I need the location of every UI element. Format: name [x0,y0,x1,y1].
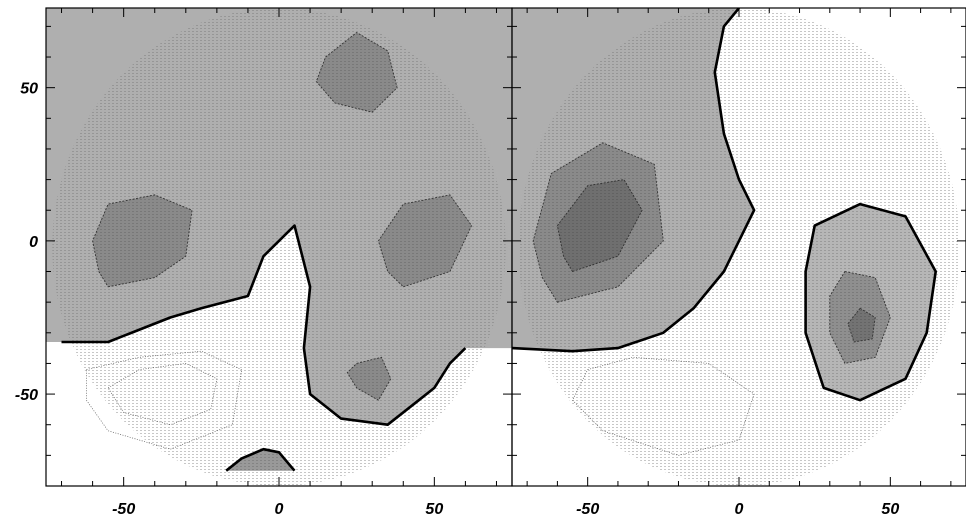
x-tick-label: -50 [112,501,135,518]
x-tick-label: 50 [425,501,443,518]
y-tick-label: -50 [15,387,38,404]
inner-contour-2 [829,270,891,364]
bold-contour [512,8,756,353]
x-tick-label: 0 [275,501,284,518]
x-tick-label: -50 [576,501,599,518]
inner-contour-1 [532,142,664,303]
inner-contour-2 [377,194,473,288]
right-panel: -50 0 50 [511,7,966,518]
peak-region-2 [378,194,472,287]
bold-contour-loop [804,202,937,402]
inner-contour-3 [847,307,876,343]
y-tick-label: 0 [29,234,38,251]
peak-region-2 [829,271,891,364]
plot-area [512,8,960,486]
inner-contour-1 [315,31,398,113]
peak-region-3 [347,357,391,401]
peak-region-1 [533,142,664,303]
x-tick-label: 0 [735,501,744,518]
inner-contour-3 [346,356,392,401]
peak-region-0 [557,179,643,272]
bottom-feature-region [226,449,295,471]
low-contour-1 [86,350,243,450]
bold-contour [61,224,467,426]
peak-region-1 [316,32,398,113]
y-tick-label: 50 [20,81,38,98]
plot-area [46,8,512,486]
high-density-loop-region [805,204,936,401]
peak-region-0 [92,194,192,287]
left-panel: -50 0 50 50 0 -50 [15,7,513,518]
low-contour-0 [107,363,218,426]
high-density-region [512,8,755,352]
bottom-feature-contour [225,447,296,472]
peak-region-3 [848,308,876,342]
inner-contour-0 [92,194,193,288]
x-tick-label: 50 [881,501,899,518]
inner-contour-0 [556,179,643,273]
